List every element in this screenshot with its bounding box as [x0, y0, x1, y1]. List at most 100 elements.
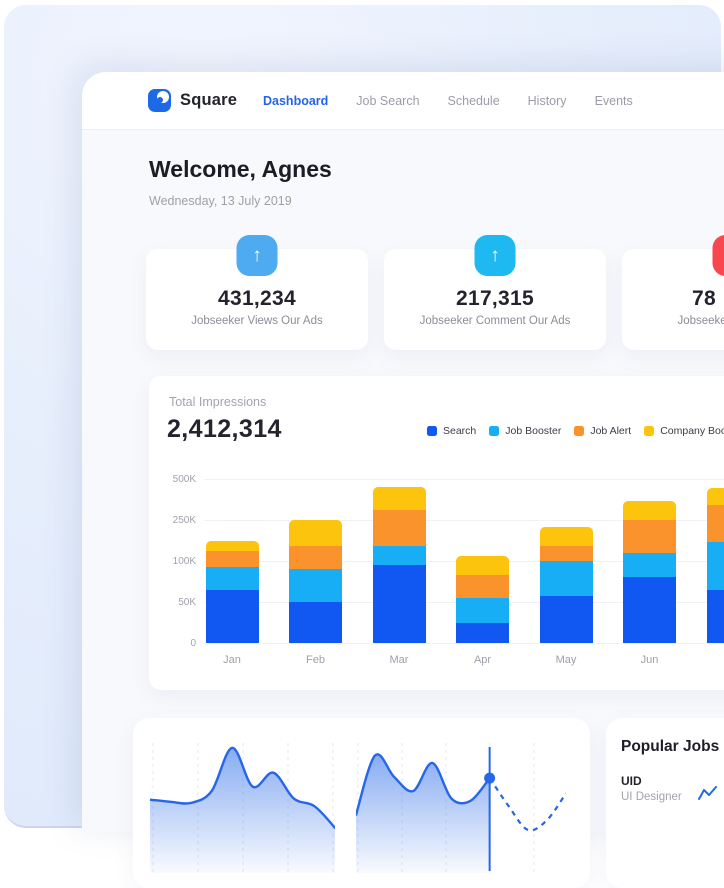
trend-charts-card [133, 718, 590, 888]
y-axis-tick: 500K [156, 474, 196, 485]
stat-card-2: ↑78Jobseeker [622, 249, 724, 350]
impressions-title: Total Impressions [169, 395, 266, 409]
impressions-card: Total Impressions 2,412,314 Search Job Bo… [149, 376, 724, 690]
nav-item-job-search[interactable]: Job Search [356, 94, 419, 108]
nav-menu: Dashboard Job Search Schedule History Events [263, 72, 633, 130]
stat-value: 217,315 [384, 287, 606, 311]
legend-swatch [427, 426, 437, 436]
navbar: Square Dashboard Job Search Schedule Histor… [82, 72, 724, 130]
popular-jobs-title: Popular Jobs [621, 738, 719, 756]
bar-segment-job-booster[interactable] [456, 598, 509, 623]
x-axis-label-apr: Apr [453, 654, 513, 666]
y-axis-tick: 250K [156, 515, 196, 526]
bar-apr[interactable] [456, 556, 509, 643]
dashboard-content: Welcome, Agnes Wednesday, 13 July 2019 ↑… [82, 130, 724, 832]
legend-swatch [489, 426, 499, 436]
legend-label: Company Booster [660, 425, 724, 437]
nav-item-events[interactable]: Events [595, 94, 633, 108]
bar-segment-job-alert[interactable] [206, 551, 259, 567]
bar-segment-job-alert[interactable] [456, 575, 509, 598]
legend-item-search[interactable]: Search [427, 425, 476, 437]
legend-swatch [574, 426, 584, 436]
stat-label: Jobseeker Views Our Ads [146, 315, 368, 327]
bar-segment-job-booster[interactable] [373, 546, 426, 565]
x-axis-label-may: May [536, 654, 596, 666]
bar-segment-search[interactable] [707, 590, 724, 643]
legend-item-job-alert[interactable]: Job Alert [574, 425, 631, 437]
nav-item-history[interactable]: History [528, 94, 567, 108]
area-chart-left[interactable] [150, 743, 335, 873]
bar-segment-search[interactable] [373, 565, 426, 643]
bar-segment-job-alert[interactable] [540, 546, 593, 561]
bar-segment-job-booster[interactable] [206, 567, 259, 590]
bar-segment-search[interactable] [540, 596, 593, 643]
gridline [204, 479, 724, 480]
trend-icon [698, 786, 718, 801]
bar-segment-search[interactable] [289, 602, 342, 643]
chart-legend: Search Job Booster Job Alert Company Booste… [427, 425, 724, 437]
stat-label: Jobseeker Comment Our Ads [384, 315, 606, 327]
job-code: UID [621, 774, 642, 788]
brand-name: Square [180, 91, 237, 110]
spark-area-fill [356, 754, 490, 873]
bar-segment-job-alert[interactable] [707, 505, 724, 542]
stat-value: 431,234 [146, 287, 368, 311]
bar-jun[interactable] [623, 501, 676, 643]
y-axis-tick: 50K [156, 597, 196, 608]
bar-segment-job-alert[interactable] [289, 546, 342, 570]
bar-segment-company-booster[interactable] [540, 527, 593, 546]
stat-label: Jobseeker [622, 315, 724, 327]
bar-segment-job-alert[interactable] [623, 520, 676, 553]
nav-item-dashboard[interactable]: Dashboard [263, 94, 328, 108]
y-axis-tick: 0 [156, 638, 196, 649]
bar-segment-company-booster[interactable] [707, 488, 724, 504]
legend-item-company-booster[interactable]: Company Booster [644, 425, 724, 437]
main-panel: Square Dashboard Job Search Schedule Histor… [82, 72, 724, 832]
bar-feb[interactable] [289, 520, 342, 643]
arrow-up-icon: ↑ [237, 235, 278, 276]
page-date: Wednesday, 13 July 2019 [149, 194, 292, 208]
legend-label: Search [443, 425, 476, 437]
x-axis-label-mar: Mar [369, 654, 429, 666]
x-axis-label-jun: Jun [620, 654, 680, 666]
page-title: Welcome, Agnes [149, 156, 332, 183]
legend-label: Job Alert [590, 425, 631, 437]
x-axis-label-jul: Jul [703, 654, 724, 666]
legend-swatch [644, 426, 654, 436]
x-axis-label-feb: Feb [286, 654, 346, 666]
impressions-total: 2,412,314 [167, 415, 282, 444]
spark-line-dashed [490, 778, 566, 830]
bar-segment-company-booster[interactable] [373, 487, 426, 511]
brand[interactable]: Square [148, 89, 237, 112]
bar-jul[interactable] [707, 488, 724, 643]
bar-segment-search[interactable] [623, 577, 676, 643]
bar-segment-company-booster[interactable] [289, 520, 342, 546]
gridline [204, 643, 724, 644]
job-role: UI Designer [621, 791, 682, 803]
bar-segment-search[interactable] [206, 590, 259, 643]
marker-dot [484, 773, 495, 784]
bar-segment-job-booster[interactable] [289, 569, 342, 602]
bar-mar[interactable] [373, 487, 426, 643]
x-axis-label-jan: Jan [202, 654, 262, 666]
bar-segment-job-booster[interactable] [707, 542, 724, 590]
bar-segment-search[interactable] [456, 623, 509, 643]
bar-segment-job-booster[interactable] [540, 561, 593, 596]
arrow-up-icon: ↑ [475, 235, 516, 276]
bar-segment-job-alert[interactable] [373, 510, 426, 546]
legend-item-job-booster[interactable]: Job Booster [489, 425, 561, 437]
bar-jan[interactable] [206, 541, 259, 643]
bar-segment-company-booster[interactable] [206, 541, 259, 551]
popular-jobs-card: Popular Jobs UID UI Designer [606, 718, 724, 888]
stat-value: 78 [622, 287, 724, 311]
area-chart-right[interactable] [356, 743, 566, 873]
bar-segment-job-booster[interactable] [623, 553, 676, 578]
y-axis-tick: 100K [156, 556, 196, 567]
bar-segment-company-booster[interactable] [623, 501, 676, 521]
nav-item-schedule[interactable]: Schedule [448, 94, 500, 108]
bar-segment-company-booster[interactable] [456, 556, 509, 575]
legend-label: Job Booster [505, 425, 561, 437]
bar-may[interactable] [540, 527, 593, 643]
